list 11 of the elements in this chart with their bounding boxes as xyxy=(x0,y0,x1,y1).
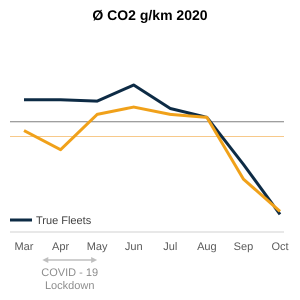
x-tick-label: Jul xyxy=(163,241,178,253)
chart-title: Ø CO2 g/km 2020 xyxy=(92,7,208,23)
x-tick-label: Aug xyxy=(197,241,217,253)
x-tick-label: Sep xyxy=(234,241,254,253)
x-tick-label: Mar xyxy=(14,241,34,253)
legend-label: True Fleets xyxy=(36,215,92,227)
text: COVID - 19 Lockdown xyxy=(41,267,98,292)
x-tick-label: May xyxy=(86,241,108,253)
x-tick-label: Jun xyxy=(124,241,143,253)
x-tick-label: Apr xyxy=(52,241,70,253)
x-tick-label: Oct xyxy=(271,241,289,253)
